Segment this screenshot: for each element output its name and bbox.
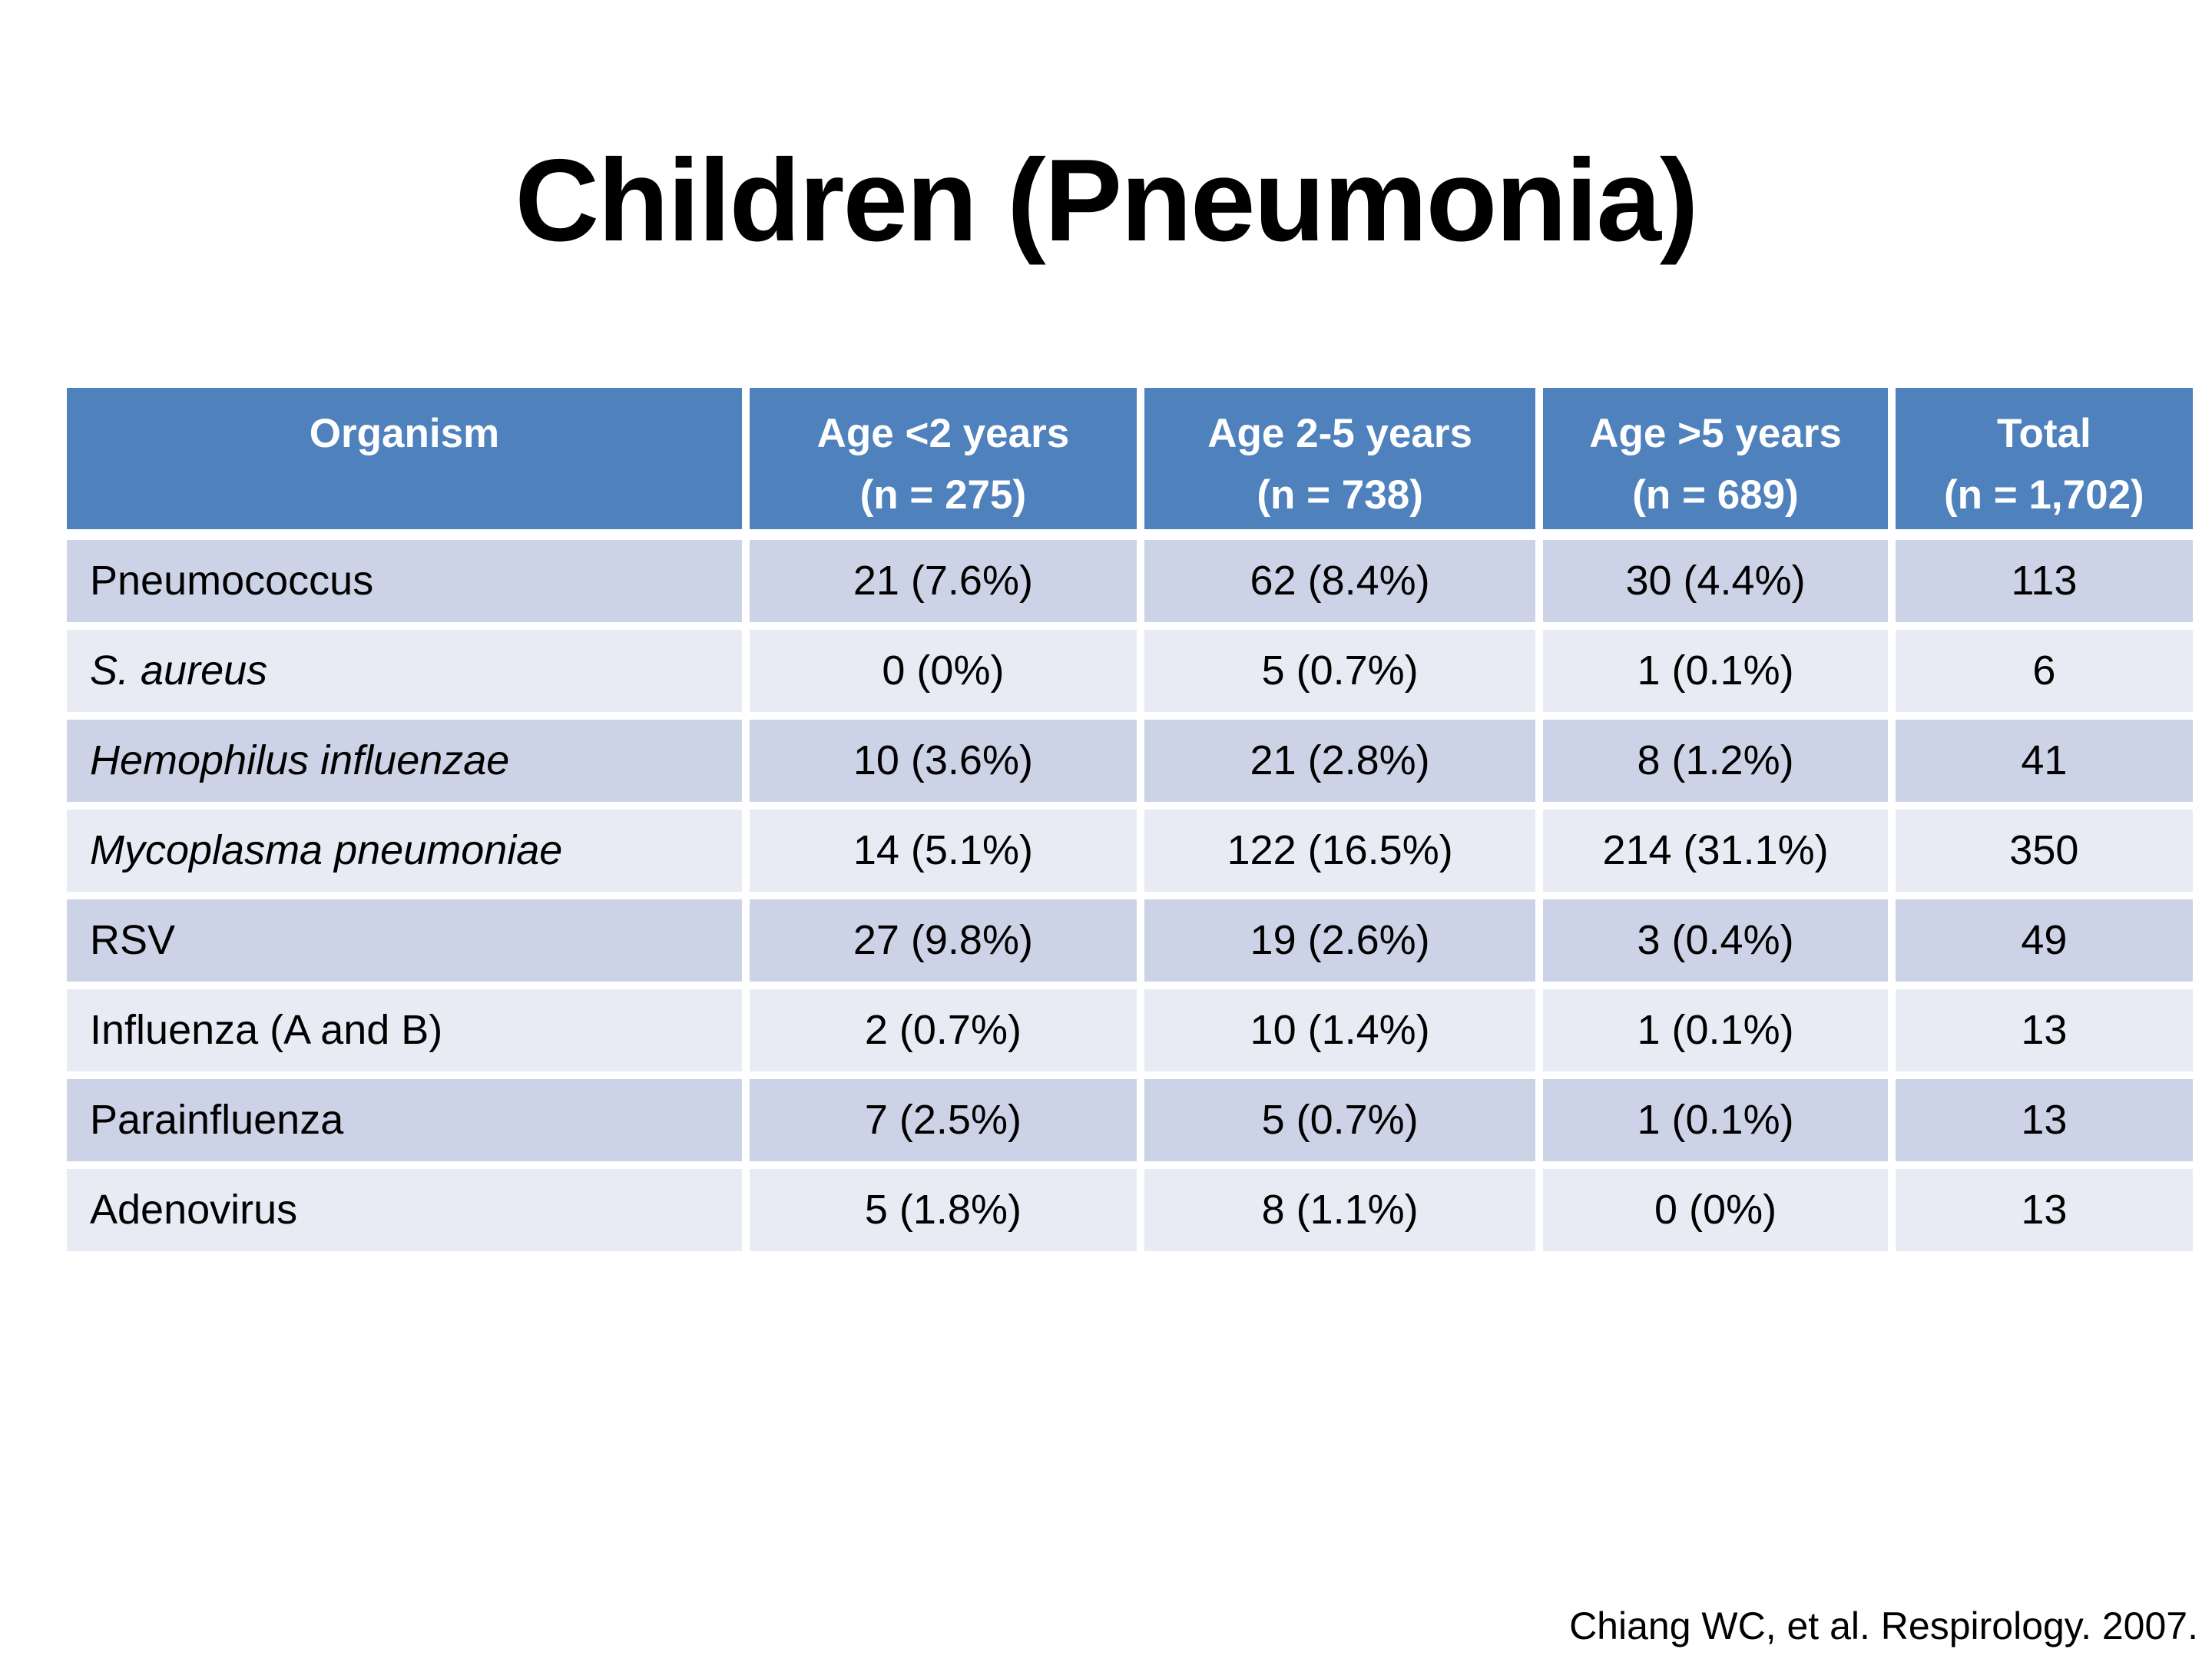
value-cell: 10 (1.4%) xyxy=(1140,985,1540,1075)
column-header-organism: Organism xyxy=(63,384,746,536)
value-cell: 14 (5.1%) xyxy=(745,806,1141,896)
value-cell: 5 (1.8%) xyxy=(745,1165,1141,1255)
column-header-total: Total (n = 1,702) xyxy=(1891,384,2197,536)
value-cell: 13 xyxy=(1891,1075,2197,1165)
column-header-age-2-5: Age 2-5 years (n = 738) xyxy=(1140,384,1540,536)
table-row: Influenza (A and B) 2 (0.7%) 10 (1.4%) 1… xyxy=(63,985,2197,1075)
organism-cell: Adenovirus xyxy=(63,1165,746,1255)
value-cell: 5 (0.7%) xyxy=(1140,1075,1540,1165)
value-cell: 8 (1.2%) xyxy=(1539,716,1892,806)
value-cell: 62 (8.4%) xyxy=(1140,536,1540,626)
value-cell: 1 (0.1%) xyxy=(1539,1075,1892,1165)
value-cell: 19 (2.6%) xyxy=(1140,896,1540,985)
table-row: RSV 27 (9.8%) 19 (2.6%) 3 (0.4%) 49 xyxy=(63,896,2197,985)
value-cell: 49 xyxy=(1891,896,2197,985)
organism-table-container: Organism Age <2 years (n = 275) Age 2-5 … xyxy=(63,384,2197,1255)
value-cell: 21 (7.6%) xyxy=(745,536,1141,626)
value-cell: 41 xyxy=(1891,716,2197,806)
value-cell: 30 (4.4%) xyxy=(1539,536,1892,626)
page-title: Children (Pneumonia) xyxy=(515,135,1698,266)
organism-cell: Hemophilus influenzae xyxy=(63,716,746,806)
value-cell: 13 xyxy=(1891,1165,2197,1255)
organism-cell: Mycoplasma pneumoniae xyxy=(63,806,746,896)
column-header-line2: (n = 275) xyxy=(859,472,1027,518)
column-header-age-under-2: Age <2 years (n = 275) xyxy=(745,384,1141,536)
value-cell: 8 (1.1%) xyxy=(1140,1165,1540,1255)
value-cell: 27 (9.8%) xyxy=(745,896,1141,985)
column-header-line1: Age >5 years xyxy=(1589,411,1842,456)
value-cell: 1 (0.1%) xyxy=(1539,626,1892,716)
organism-cell: Parainfluenza xyxy=(63,1075,746,1165)
table-row: S. aureus 0 (0%) 5 (0.7%) 1 (0.1%) 6 xyxy=(63,626,2197,716)
value-cell: 1 (0.1%) xyxy=(1539,985,1892,1075)
value-cell: 21 (2.8%) xyxy=(1140,716,1540,806)
value-cell: 6 xyxy=(1891,626,2197,716)
column-header-line2: (n = 689) xyxy=(1632,472,1799,518)
citation: Chiang WC, et al. Respirology. 2007. xyxy=(1569,1604,2198,1647)
value-cell: 5 (0.7%) xyxy=(1140,626,1540,716)
value-cell: 3 (0.4%) xyxy=(1539,896,1892,985)
value-cell: 350 xyxy=(1891,806,2197,896)
table-row: Parainfluenza 7 (2.5%) 5 (0.7%) 1 (0.1%)… xyxy=(63,1075,2197,1165)
column-header-age-over-5: Age >5 years (n = 689) xyxy=(1539,384,1892,536)
value-cell: 0 (0%) xyxy=(1539,1165,1892,1255)
table-header-row: Organism Age <2 years (n = 275) Age 2-5 … xyxy=(63,384,2197,536)
table-row: Adenovirus 5 (1.8%) 8 (1.1%) 0 (0%) 13 xyxy=(63,1165,2197,1255)
column-header-line2: (n = 1,702) xyxy=(1944,472,2144,518)
column-header-line1: Organism xyxy=(309,411,500,456)
organism-cell: Pneumococcus xyxy=(63,536,746,626)
organism-cell: Influenza (A and B) xyxy=(63,985,746,1075)
value-cell: 113 xyxy=(1891,536,2197,626)
value-cell: 122 (16.5%) xyxy=(1140,806,1540,896)
value-cell: 0 (0%) xyxy=(745,626,1141,716)
organism-cell: RSV xyxy=(63,896,746,985)
organism-table: Organism Age <2 years (n = 275) Age 2-5 … xyxy=(63,384,2197,1255)
column-header-line1: Total xyxy=(1997,411,2091,456)
table-row: Pneumococcus 21 (7.6%) 62 (8.4%) 30 (4.4… xyxy=(63,536,2197,626)
column-header-line1: Age 2-5 years xyxy=(1207,411,1472,456)
column-header-line1: Age <2 years xyxy=(816,411,1070,456)
value-cell: 214 (31.1%) xyxy=(1539,806,1892,896)
value-cell: 2 (0.7%) xyxy=(745,985,1141,1075)
value-cell: 7 (2.5%) xyxy=(745,1075,1141,1165)
table-row: Hemophilus influenzae 10 (3.6%) 21 (2.8%… xyxy=(63,716,2197,806)
table-row: Mycoplasma pneumoniae 14 (5.1%) 122 (16.… xyxy=(63,806,2197,896)
organism-cell: S. aureus xyxy=(63,626,746,716)
column-header-line2: (n = 738) xyxy=(1257,472,1423,518)
value-cell: 13 xyxy=(1891,985,2197,1075)
value-cell: 10 (3.6%) xyxy=(745,716,1141,806)
